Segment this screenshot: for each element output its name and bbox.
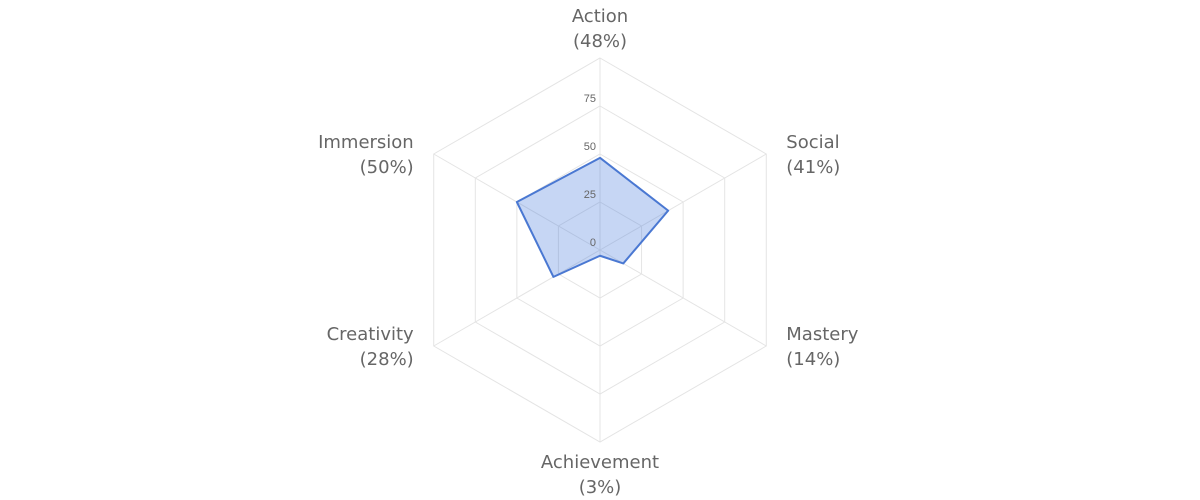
spoke-social bbox=[599, 153, 767, 251]
series-area-0 bbox=[515, 156, 670, 278]
axis-label-percent: (14%) bbox=[786, 349, 840, 370]
axis-label-percent: (28%) bbox=[360, 349, 414, 370]
radial-tick-label: 25 bbox=[584, 189, 596, 201]
series-layer bbox=[515, 156, 670, 278]
spoke-mastery bbox=[599, 249, 767, 347]
radial-tick-label: 50 bbox=[584, 141, 596, 153]
axis-label-percent: (3%) bbox=[579, 477, 622, 498]
axis-label-name: Immersion bbox=[318, 132, 414, 153]
axis-label-percent: (50%) bbox=[360, 157, 414, 178]
axis-label-creativity: Creativity (28%) bbox=[327, 324, 414, 370]
spoke-creativity bbox=[433, 249, 601, 347]
axis-label-name: Creativity bbox=[327, 324, 414, 345]
grid-layer bbox=[433, 57, 767, 443]
axis-label-action: Action (48%) bbox=[572, 6, 628, 52]
axis-label-social: Social (41%) bbox=[786, 132, 840, 178]
tick-layer: 0 25 50 75 bbox=[584, 93, 596, 249]
radial-tick-label: 75 bbox=[584, 93, 596, 105]
axis-label-name: Action bbox=[572, 6, 628, 27]
radial-tick-label: 0 bbox=[590, 237, 596, 249]
axis-label-achievement: Achievement (3%) bbox=[541, 452, 659, 498]
label-layer: Action (48%) Social (41%) Mastery (14%) Achiev… bbox=[318, 6, 859, 498]
axis-label-name: Achievement bbox=[541, 452, 659, 473]
axis-label-percent: (41%) bbox=[786, 157, 840, 178]
axis-label-percent: (48%) bbox=[573, 31, 627, 52]
axis-label-mastery: Mastery (14%) bbox=[786, 324, 858, 370]
axis-label-immersion: Immersion (50%) bbox=[318, 132, 414, 178]
axis-label-name: Mastery bbox=[786, 324, 858, 345]
axis-label-name: Social bbox=[786, 132, 839, 153]
